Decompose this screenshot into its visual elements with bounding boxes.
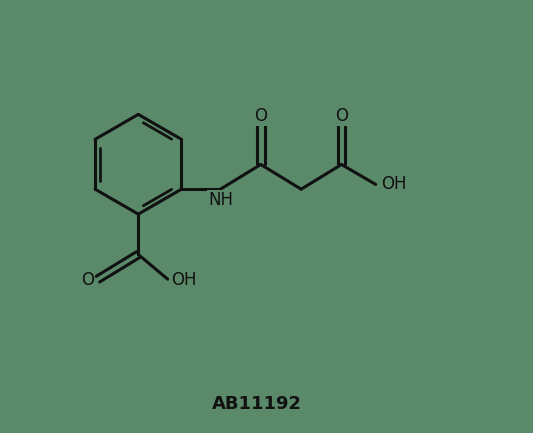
- Text: OH: OH: [381, 175, 407, 194]
- Text: AB11192: AB11192: [212, 395, 302, 413]
- Text: O: O: [81, 271, 94, 289]
- Text: O: O: [254, 107, 267, 125]
- Text: NH: NH: [208, 191, 233, 209]
- Text: O: O: [335, 107, 348, 125]
- Text: OH: OH: [172, 271, 197, 289]
